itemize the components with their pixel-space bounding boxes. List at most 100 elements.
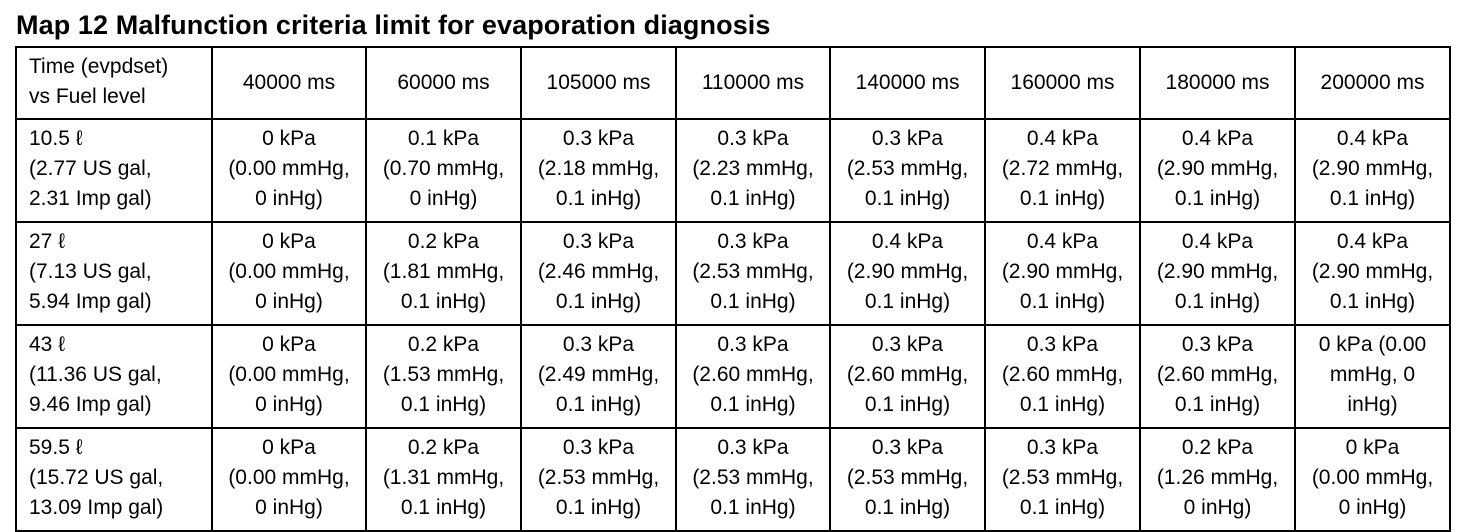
pressure-limit-cell: 0.2 kPa (1.31 mmHg, 0.1 inHg) <box>365 427 522 532</box>
corner-header-cell: Time (evpdset) vs Fuel level <box>15 46 213 120</box>
pressure-limit-line: 0.3 kPa <box>562 436 635 459</box>
pressure-limit-line: (2.90 mmHg, <box>846 260 969 283</box>
pressure-limit-line: 0.1 inHg) <box>1174 187 1261 210</box>
pressure-limit-cell: 0 kPa (0.00 mmHg, 0 inHg) <box>211 221 367 326</box>
pressure-limit-line: (2.23 mmHg, <box>692 157 814 180</box>
pressure-limit-cell: 0.4 kPa (2.90 mmHg, 0.1 inHg) <box>984 221 1141 326</box>
pressure-limit-cell: 0.3 kPa (2.49 mmHg, 0.1 inHg) <box>520 324 677 429</box>
pressure-limit-line: 0.3 kPa <box>562 333 635 356</box>
pressure-limit-line: 0.4 kPa <box>871 230 944 253</box>
pressure-limit-line: 0.1 inHg) <box>400 496 487 519</box>
pressure-limit-line: 0 inHg) <box>255 393 323 416</box>
pressure-limit-line: (0.00 mmHg, <box>228 260 350 283</box>
pressure-limit-line: 0.1 inHg) <box>864 393 951 416</box>
fuel-level-line: 13.09 Imp gal) <box>29 496 164 519</box>
pressure-limit-line: 0.1 inHg) <box>400 290 487 313</box>
pressure-limit-line: (2.53 mmHg, <box>1001 466 1124 489</box>
column-header: 105000 ms <box>520 46 677 120</box>
malfunction-criteria-table: Time (evpdset) vs Fuel level 40000 ms 60… <box>15 46 1451 532</box>
pressure-limit-cell: 0.4 kPa (2.90 mmHg, 0.1 inHg) <box>829 221 986 326</box>
fuel-level-line: 2.31 Imp gal) <box>29 187 152 210</box>
fuel-level-cell: 10.5 ℓ (2.77 US gal, 2.31 Imp gal) <box>15 118 213 223</box>
pressure-limit-line: 0.3 kPa <box>871 333 944 356</box>
column-header: 40000 ms <box>211 46 367 120</box>
pressure-limit-line: 0.1 inHg) <box>864 290 951 313</box>
pressure-limit-cell: 0 kPa (0.00 mmHg, 0 inHg) <box>1294 427 1451 532</box>
pressure-limit-line: 0.4 kPa <box>1181 127 1254 150</box>
pressure-limit-line: 0.4 kPa <box>1336 230 1409 253</box>
pressure-limit-line: 0.3 kPa <box>717 127 789 150</box>
pressure-limit-line: 0.1 inHg) <box>1329 290 1416 313</box>
pressure-limit-line: (2.90 mmHg, <box>1156 260 1279 283</box>
fuel-level-line: 59.5 ℓ <box>29 436 83 459</box>
pressure-limit-line: (2.90 mmHg, <box>1001 260 1124 283</box>
table-row: 43 ℓ (11.36 US gal, 9.46 Imp gal) 0 kPa (0.0… <box>15 324 1451 429</box>
column-header: 140000 ms <box>829 46 986 120</box>
pressure-limit-line: (2.53 mmHg, <box>846 466 969 489</box>
pressure-limit-line: 0.4 kPa <box>1026 127 1099 150</box>
pressure-limit-line: 0 inHg) <box>255 496 323 519</box>
pressure-limit-cell: 0.3 kPa (2.53 mmHg, 0.1 inHg) <box>829 427 986 532</box>
pressure-limit-line: (0.70 mmHg, <box>382 157 505 180</box>
pressure-limit-line: 0.4 kPa <box>1181 230 1254 253</box>
pressure-limit-line: (0.00 mmHg, <box>1311 466 1434 489</box>
pressure-limit-line: 0.1 inHg) <box>1174 393 1261 416</box>
pressure-limit-line: (1.26 mmHg, <box>1156 466 1279 489</box>
pressure-limit-cell: 0.4 kPa (2.90 mmHg, 0.1 inHg) <box>1294 221 1451 326</box>
pressure-limit-cell: 0 kPa (0.00 mmHg, 0 inHg) <box>1294 324 1451 429</box>
pressure-limit-cell: 0.3 kPa (2.53 mmHg, 0.1 inHg) <box>520 427 677 532</box>
fuel-level-line: 5.94 Imp gal) <box>29 290 152 313</box>
pressure-limit-cell: 0.1 kPa (0.70 mmHg, 0 inHg) <box>365 118 522 223</box>
pressure-limit-cell: 0 kPa (0.00 mmHg, 0 inHg) <box>211 427 367 532</box>
column-header: 180000 ms <box>1139 46 1296 120</box>
fuel-level-line: 27 ℓ <box>29 230 65 253</box>
pressure-limit-line: inHg) <box>1347 393 1398 416</box>
pressure-limit-cell: 0.4 kPa (2.90 mmHg, 0.1 inHg) <box>1139 118 1296 223</box>
pressure-limit-line: (0.00 mmHg, <box>228 466 350 489</box>
pressure-limit-line: 0 inHg) <box>255 290 323 313</box>
fuel-level-line: 10.5 ℓ <box>29 127 83 150</box>
pressure-limit-line: 0.1 inHg) <box>1019 187 1106 210</box>
pressure-limit-line: 0.2 kPa <box>1181 436 1254 459</box>
table-row: 27 ℓ (7.13 US gal, 5.94 Imp gal) 0 kPa (0.00… <box>15 221 1451 326</box>
table-row: 59.5 ℓ (15.72 US gal, 13.09 Imp gal) 0 kPa (… <box>15 427 1451 532</box>
pressure-limit-cell: 0.3 kPa (2.18 mmHg, 0.1 inHg) <box>520 118 677 223</box>
pressure-limit-cell: 0.4 kPa (2.72 mmHg, 0.1 inHg) <box>984 118 1141 223</box>
pressure-limit-line: 0.3 kPa <box>717 436 789 459</box>
pressure-limit-line: 0 kPa <box>262 436 316 459</box>
pressure-limit-cell: 0.2 kPa (1.26 mmHg, 0 inHg) <box>1139 427 1296 532</box>
pressure-limit-line: 0 kPa <box>262 230 316 253</box>
pressure-limit-line: 0.1 inHg) <box>1019 290 1106 313</box>
pressure-limit-line: 0.3 kPa <box>562 230 635 253</box>
fuel-level-line: 9.46 Imp gal) <box>29 393 152 416</box>
pressure-limit-line: (2.53 mmHg, <box>537 466 660 489</box>
pressure-limit-line: 0.3 kPa <box>1026 436 1099 459</box>
pressure-limit-line: (2.18 mmHg, <box>537 157 660 180</box>
pressure-limit-line: (1.81 mmHg, <box>382 260 505 283</box>
corner-header-line-2: vs Fuel level <box>29 85 146 108</box>
pressure-limit-line: 0.1 inHg) <box>710 290 796 313</box>
pressure-limit-line: 0.3 kPa <box>717 333 789 356</box>
fuel-level-cell: 27 ℓ (7.13 US gal, 5.94 Imp gal) <box>15 221 213 326</box>
pressure-limit-line: (2.49 mmHg, <box>537 363 660 386</box>
pressure-limit-cell: 0.2 kPa (1.53 mmHg, 0.1 inHg) <box>365 324 522 429</box>
pressure-limit-line: 0.1 inHg) <box>864 496 951 519</box>
pressure-limit-line: 0.4 kPa <box>1026 230 1099 253</box>
pressure-limit-line: 0.1 kPa <box>407 127 480 150</box>
pressure-limit-line: 0.1 inHg) <box>710 187 796 210</box>
pressure-limit-line: 0.4 kPa <box>1336 127 1409 150</box>
pressure-limit-line: 0 kPa (0.00 <box>1318 333 1427 356</box>
corner-header-line-1: Time (evpdset) <box>29 55 169 78</box>
pressure-limit-cell: 0.3 kPa (2.60 mmHg, 0.1 inHg) <box>829 324 986 429</box>
pressure-limit-line: (0.00 mmHg, <box>228 157 350 180</box>
pressure-limit-line: 0.1 inHg) <box>555 496 642 519</box>
pressure-limit-line: 0.1 inHg) <box>1329 187 1416 210</box>
pressure-limit-line: 0.1 inHg) <box>1174 290 1261 313</box>
pressure-limit-cell: 0.3 kPa (2.60 mmHg, 0.1 inHg) <box>984 324 1141 429</box>
pressure-limit-line: 0.3 kPa <box>1181 333 1254 356</box>
pressure-limit-line: (2.60 mmHg, <box>692 363 814 386</box>
pressure-limit-line: 0.2 kPa <box>407 230 480 253</box>
pressure-limit-cell: 0.3 kPa (2.60 mmHg, 0.1 inHg) <box>675 324 831 429</box>
pressure-limit-line: (0.00 mmHg, <box>228 363 350 386</box>
pressure-limit-line: 0.3 kPa <box>871 127 944 150</box>
